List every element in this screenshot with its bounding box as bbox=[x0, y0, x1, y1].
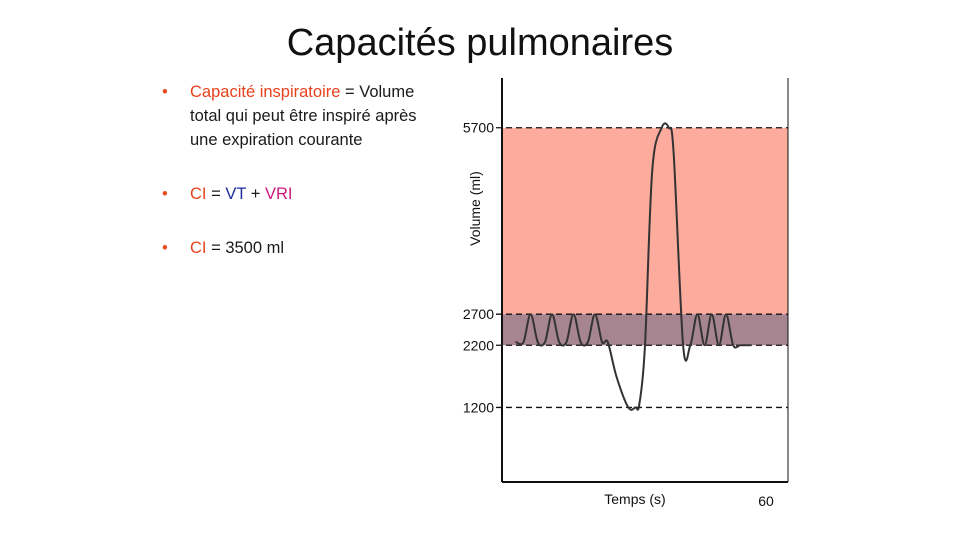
equals-sign: = bbox=[345, 83, 355, 101]
bullet-list: Capacité inspiratoire = Volume total qui… bbox=[162, 80, 422, 260]
formula-vt: VT bbox=[225, 185, 247, 203]
y-tick-label-2200: 2200 bbox=[463, 337, 494, 353]
x-tick-label-60: 60 bbox=[758, 493, 774, 509]
y-tick-label-5700: 5700 bbox=[463, 120, 494, 136]
formula-equals: = bbox=[211, 185, 221, 203]
value-text: = 3500 ml bbox=[211, 239, 285, 257]
bullet-value: CI = 3500 ml bbox=[162, 236, 422, 260]
value-ci: CI bbox=[190, 239, 207, 257]
bullet-formula: CI = VT + VRI bbox=[162, 182, 422, 206]
term-inspiratory-capacity: Capacité inspiratoire bbox=[190, 83, 341, 101]
volume-trace bbox=[515, 122, 751, 411]
y-tick-label-2700: 2700 bbox=[463, 306, 494, 322]
y-tick-labels: 5700 2700 2200 1200 bbox=[463, 120, 494, 416]
formula-vri: VRI bbox=[264, 185, 293, 203]
formula-ci: CI bbox=[190, 185, 207, 203]
formula-plus: + bbox=[250, 185, 261, 203]
volume-time-chart: 5700 2700 2200 1200 Volume (ml) Temps (s) 6… bbox=[463, 78, 789, 509]
y-tick-label-1200: 1200 bbox=[463, 399, 494, 415]
band-inspiratory-reserve bbox=[502, 127, 788, 315]
x-axis-label: Temps (s) bbox=[604, 491, 665, 507]
bullet-definition: Capacité inspiratoire = Volume total qui… bbox=[162, 80, 422, 152]
page-title: Capacités pulmonaires bbox=[286, 22, 674, 64]
definition-text: Volume total qui peut être inspiré après… bbox=[190, 83, 417, 149]
y-axis-label: Volume (ml) bbox=[467, 171, 483, 246]
